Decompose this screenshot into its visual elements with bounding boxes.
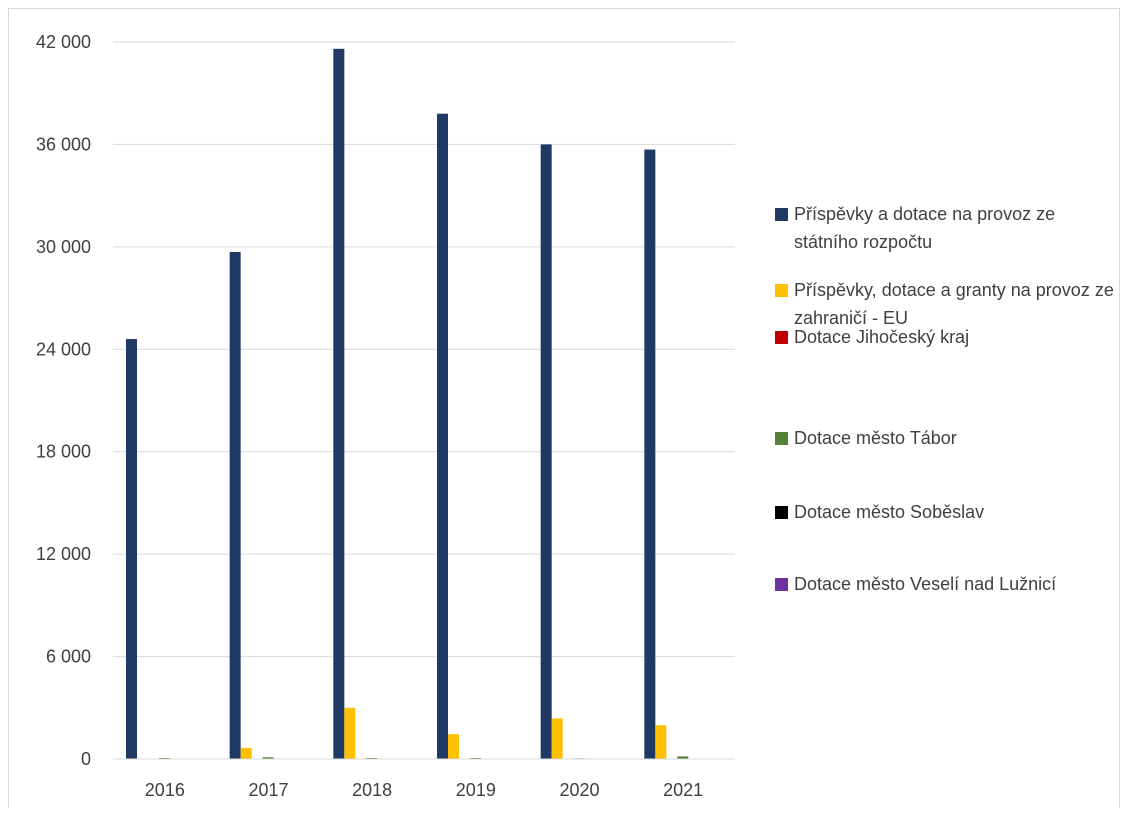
bar-2021-series-1	[644, 149, 656, 760]
legend-item: Dotace město Veselí nad Lužnicí	[775, 570, 1120, 598]
bar-2016-series-4	[159, 757, 170, 759]
y-tick-label: 12 000	[36, 544, 91, 564]
x-tick-label: 2018	[352, 780, 392, 800]
x-tick-label: 2019	[456, 780, 496, 800]
legend-item: Dotace město Soběslav	[775, 498, 1120, 526]
legend-label: Příspěvky a dotace na provoz ze státního…	[794, 204, 1056, 252]
x-tick-label: 2016	[145, 780, 185, 800]
bar-2016-series-1	[126, 339, 137, 759]
bar-2017-series-4	[262, 757, 274, 759]
legend-label: Dotace Jihočeský kraj	[794, 327, 970, 347]
y-tick-label: 0	[81, 749, 91, 769]
legend-swatch	[775, 578, 788, 591]
x-tick-label: 2021	[663, 780, 703, 800]
legend-item: Dotace město Tábor	[775, 424, 1120, 452]
legend-label: Dotace město Soběslav	[794, 502, 985, 522]
bar-2020-series-1	[540, 144, 552, 759]
legend-swatch	[775, 432, 788, 445]
bar-2019-series-1	[437, 113, 448, 759]
legend-swatch	[775, 506, 788, 519]
x-tick-label: 2017	[248, 780, 288, 800]
legend-item: Dotace Jihočeský kraj	[775, 323, 1120, 351]
bar-2019-series-2	[448, 734, 459, 759]
bar-2019-series-4	[470, 757, 481, 759]
y-tick-label: 24 000	[36, 339, 91, 359]
y-tick-label: 18 000	[36, 442, 91, 462]
legend-item: Příspěvky a dotace na provoz ze státního…	[775, 200, 1120, 256]
bar-2018-series-1	[333, 48, 345, 760]
bar-2018-series-4	[366, 757, 378, 759]
gridlines	[113, 41, 735, 658]
bar-2021-series-2	[655, 725, 667, 759]
bar-2021-series-4	[677, 756, 689, 759]
bar-2017-series-2	[240, 747, 252, 759]
bar-2020-series-2	[551, 718, 563, 759]
bar-2017-series-1	[229, 251, 241, 759]
chart-frame	[8, 8, 1120, 808]
bar-2018-series-2	[344, 707, 356, 759]
legend-swatch	[775, 208, 788, 221]
axes: 0 6 000 12 000 18 000 24 000 30 000 36 000 42 0…	[36, 32, 735, 800]
y-tick-label: 42 000	[36, 32, 91, 52]
legend-swatch	[775, 331, 788, 344]
legend-label: Dotace město Tábor	[794, 428, 957, 448]
y-tick-label: 36 000	[36, 134, 91, 154]
legend-label: Dotace město Veselí nad Lužnicí	[794, 574, 1057, 594]
legend-item: Příspěvky, dotace a granty na provoz ze …	[775, 276, 1120, 332]
y-tick-label: 30 000	[36, 237, 91, 257]
bars	[126, 48, 689, 760]
y-tick-label: 6 000	[46, 647, 91, 667]
x-tick-label: 2020	[559, 780, 599, 800]
legend-swatch	[775, 284, 788, 297]
legend-label: Příspěvky, dotace a granty na provoz ze …	[794, 280, 1114, 328]
